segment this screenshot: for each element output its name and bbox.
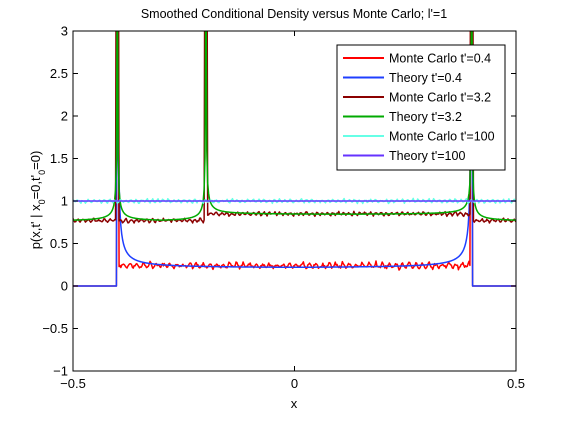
x-tick-label: 0.5	[507, 376, 525, 391]
series-line	[73, 31, 516, 221]
y-tick-label: 0	[61, 279, 68, 294]
legend-label: Theory t'=0.4	[389, 71, 462, 85]
y-axis-label: p(x,t' | x0=0,t'0=0)	[28, 151, 47, 250]
y-axis: −1 −0.5 0 0.5 1 1.5 2 2.5 3	[42, 24, 516, 379]
legend-box	[336, 44, 506, 171]
x-tick-label: 0	[291, 376, 298, 391]
legend-label: Monte Carlo t'=0.4	[389, 52, 491, 66]
legend: Monte Carlo t'=0.4 Theory t'=0.4 Monte Car…	[336, 44, 506, 171]
y-tick-label: 2	[61, 109, 68, 124]
y-tick-label: 3	[61, 24, 68, 39]
y-tick-label: 1	[61, 194, 68, 209]
legend-label: Theory t'=100	[389, 149, 465, 163]
x-axis: −0.5 0 0.5	[60, 31, 525, 391]
y-tick-label: 2.5	[50, 66, 68, 81]
x-axis-label: x	[291, 396, 298, 411]
series-layer	[73, 31, 516, 287]
legend-label: Monte Carlo t'=3.2	[389, 91, 491, 105]
legend-label: Theory t'=3.2	[389, 110, 462, 124]
y-tick-label: 1.5	[50, 151, 68, 166]
y-tick-label: −0.5	[42, 321, 68, 336]
y-tick-label: −1	[53, 364, 68, 379]
legend-label: Monte Carlo t'=100	[389, 130, 495, 144]
series-line	[73, 31, 516, 287]
x-tick-label: −0.5	[60, 376, 86, 391]
chart-title: Smoothed Conditional Density versus Mont…	[141, 7, 447, 21]
y-tick-label: 0.5	[50, 236, 68, 251]
series-line	[73, 31, 516, 287]
